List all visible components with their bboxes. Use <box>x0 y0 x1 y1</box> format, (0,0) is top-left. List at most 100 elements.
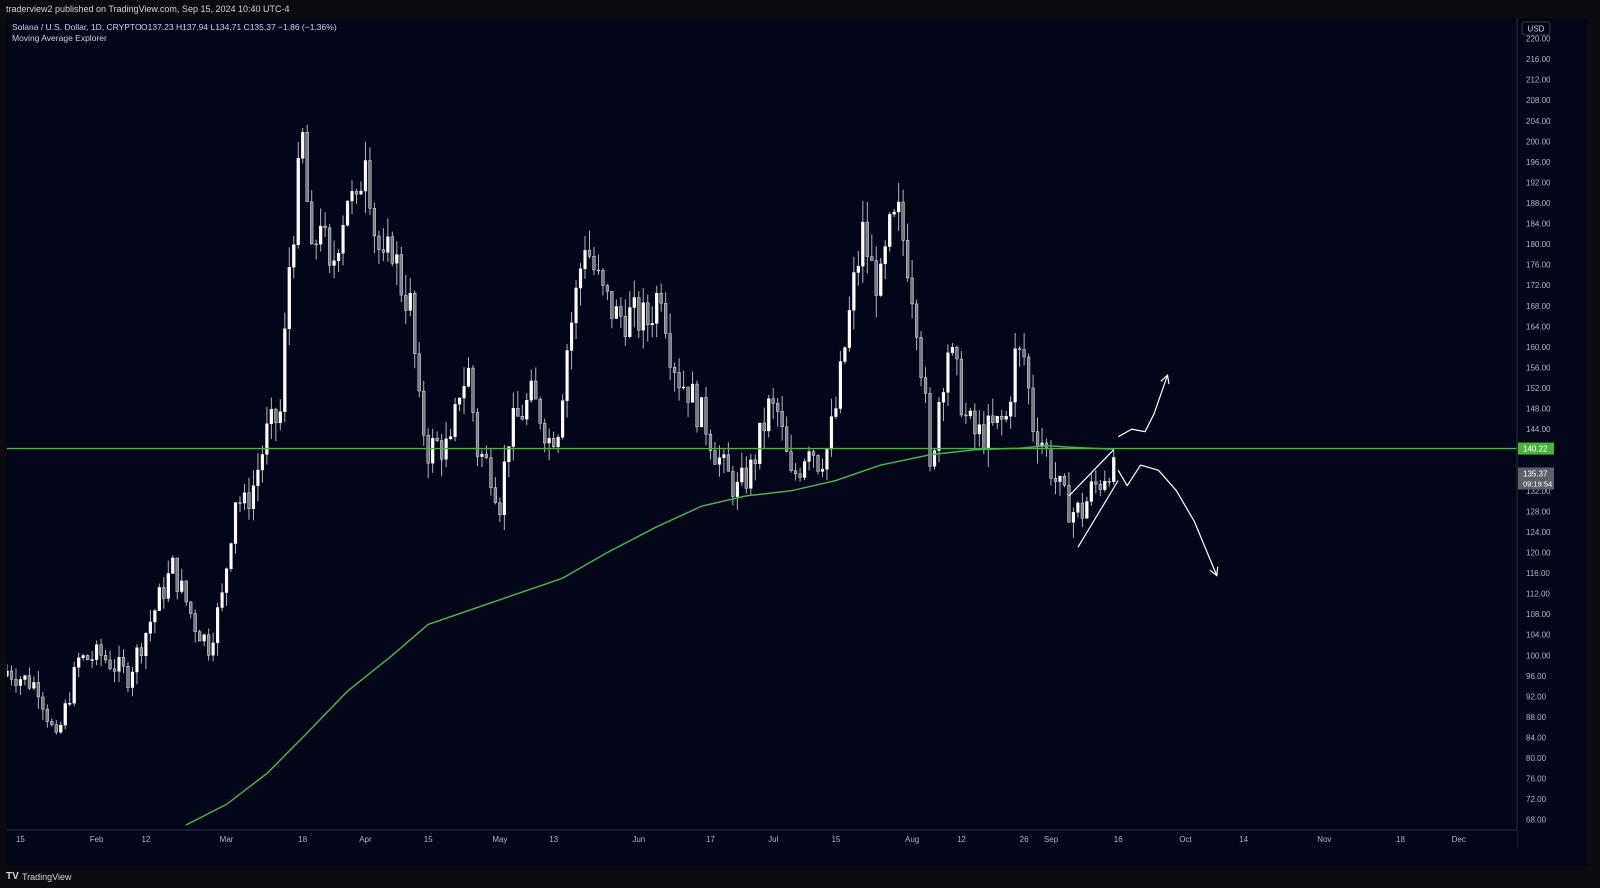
candle <box>870 234 874 261</box>
candle <box>543 418 547 453</box>
candle-body <box>386 236 390 253</box>
candle-body <box>265 423 269 455</box>
candle-body <box>184 580 188 603</box>
candle <box>108 650 112 671</box>
candle <box>973 403 977 449</box>
candle-body <box>1071 512 1075 523</box>
candle-body <box>202 634 206 642</box>
candle <box>1080 492 1084 528</box>
price-tick-label: 192.00 <box>1526 178 1551 187</box>
candle-body <box>802 461 807 478</box>
chart-area[interactable]: Solana / U.S. Dollar, 1D, CRYPTO O137.23… <box>5 18 1587 866</box>
candle <box>677 358 681 401</box>
time-tick-label: 18 <box>298 835 307 844</box>
candle <box>569 311 574 370</box>
candle-body <box>946 352 950 393</box>
candle-body <box>1022 349 1026 358</box>
candle <box>928 387 932 472</box>
candle <box>511 392 515 461</box>
candle-body <box>883 246 887 265</box>
candle-body <box>99 644 103 656</box>
candle <box>1103 470 1107 493</box>
candle <box>408 277 412 317</box>
chart-svg[interactable]: Solana / U.S. Dollar, 1D, CRYPTO O137.23… <box>5 18 1587 866</box>
candle-body <box>762 422 766 432</box>
price-tick-label: 216.00 <box>1526 55 1551 64</box>
candle <box>717 445 722 477</box>
candle-body <box>1098 483 1102 490</box>
time-axis[interactable]: 15 Feb 12 Mar 18 Apr 15 May 13 Jun 17 Jul 15 Aug 12 26 S… <box>7 829 1517 848</box>
candle-body <box>659 293 663 304</box>
time-tick-label: May <box>492 835 507 844</box>
price-tick-label: 68.00 <box>1526 816 1547 825</box>
candle <box>762 407 766 450</box>
candle <box>202 633 206 647</box>
candle-body <box>489 457 493 488</box>
candle <box>332 240 336 279</box>
candle-body <box>493 487 497 503</box>
candle-body <box>368 160 372 209</box>
currency-label[interactable]: USD <box>1528 25 1545 34</box>
candle-body <box>847 310 851 348</box>
candle <box>484 445 489 460</box>
candle-body <box>251 485 256 509</box>
candle <box>296 142 300 249</box>
candle-body <box>220 592 224 608</box>
candle-body <box>341 225 345 254</box>
candle-body <box>1049 448 1053 479</box>
candle <box>1089 473 1093 506</box>
candle <box>664 292 668 339</box>
candle-body <box>968 410 972 417</box>
candle-body <box>798 473 802 478</box>
candle <box>117 645 121 683</box>
candle-body <box>381 249 385 253</box>
price-axis[interactable]: USD 220.00 216.00 212.00 208.00 204.00 200.00… <box>1516 18 1587 848</box>
candle <box>211 632 215 662</box>
candle <box>310 190 314 245</box>
candle-body <box>1018 348 1022 350</box>
candle-body <box>372 208 377 237</box>
candle <box>32 676 36 691</box>
candle-body <box>305 132 309 202</box>
candle-body <box>605 285 610 292</box>
candle <box>426 428 430 479</box>
candle-body <box>901 201 905 241</box>
candle <box>41 691 45 721</box>
candle <box>637 291 641 339</box>
candle-body <box>345 200 350 226</box>
currency-button[interactable] <box>1521 21 1551 36</box>
candle-body <box>1080 502 1084 519</box>
candle <box>269 397 273 440</box>
candle <box>1058 475 1062 496</box>
candle-body <box>466 367 471 387</box>
candle <box>767 394 771 438</box>
candle <box>292 236 296 279</box>
wedge-lower-line <box>1077 480 1119 548</box>
candle <box>328 223 332 274</box>
candle-body <box>292 244 296 268</box>
price-tick-label: 152.00 <box>1526 384 1551 393</box>
candle <box>90 650 94 668</box>
candle <box>888 211 892 252</box>
candle-body <box>157 587 161 611</box>
candle <box>386 218 390 262</box>
candle <box>395 241 399 286</box>
candle <box>363 141 368 213</box>
candle-body <box>502 461 506 516</box>
candle-body <box>650 323 654 326</box>
time-tick-label: 13 <box>549 835 558 844</box>
candle-body <box>63 703 67 726</box>
candle-body <box>50 721 54 725</box>
price-tick-label: 180.00 <box>1526 240 1551 249</box>
candle <box>233 502 238 554</box>
candle-body <box>207 634 211 656</box>
candle-body <box>865 221 869 257</box>
candle <box>489 449 493 496</box>
candle <box>614 299 618 320</box>
candle-body <box>36 682 40 698</box>
candle-body <box>623 316 627 337</box>
candle-body <box>471 367 475 413</box>
candle <box>381 228 385 262</box>
candle <box>247 477 251 520</box>
candle-body <box>498 502 502 516</box>
